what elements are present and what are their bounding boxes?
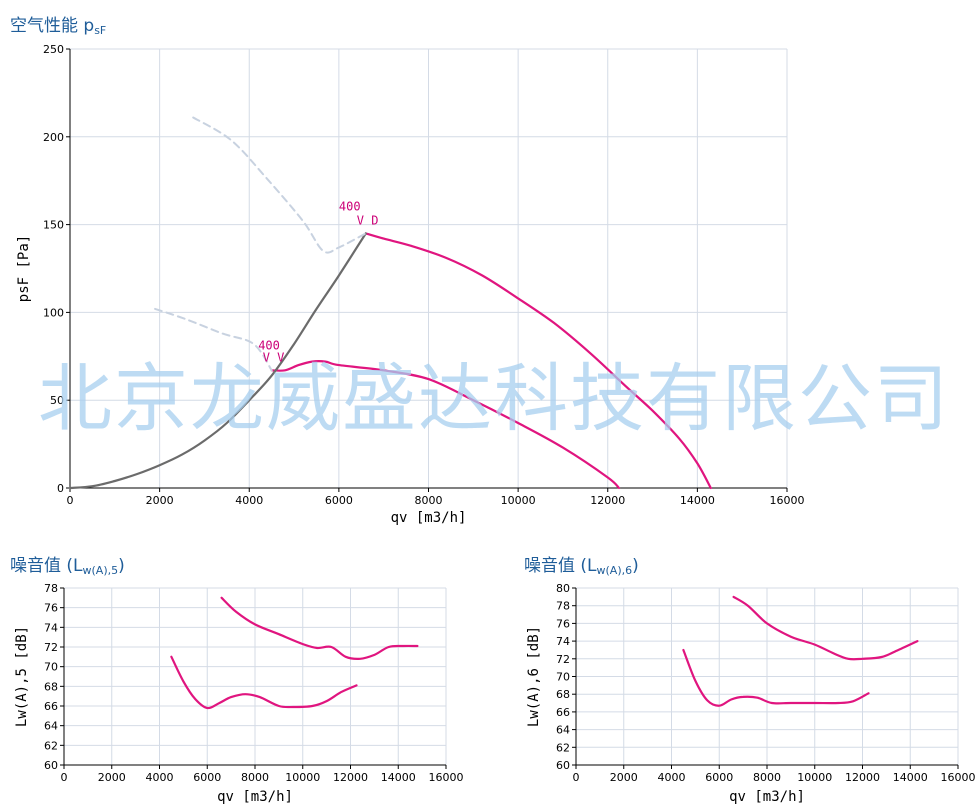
y-tick-label: 80 (556, 582, 570, 595)
pressure-chart: 0 2000 4000 6000 8000 10000 12000 14000 16000 0 50… (16, 43, 805, 526)
watermark-text: 北京龙威盛达科技有限公司 (38, 356, 950, 442)
y-tick-label: 150 (43, 219, 64, 232)
y-tick-label: 66 (556, 706, 570, 719)
y-tick-label: 50 (50, 394, 64, 407)
curve-line (682, 648, 870, 707)
x-tick-label: 14000 (381, 771, 416, 784)
x-tick-label: 4000 (235, 494, 263, 507)
x-axis-label: qv [m3/h] (729, 789, 805, 805)
x-tick-label: 12000 (845, 771, 880, 784)
noise5-chart-title: 噪音值 (Lw(A),5) (10, 556, 125, 577)
y-axis-label: psF [Pa] (16, 235, 32, 302)
y-tick-label: 76 (44, 602, 58, 615)
y-tick-label: 250 (43, 43, 64, 56)
y-tick-label: 62 (44, 739, 58, 752)
x-tick-label: 8000 (241, 771, 269, 784)
y-tick-label: 64 (44, 720, 58, 733)
curve-annotation: V V (263, 351, 285, 365)
x-tick-label: 4000 (146, 771, 174, 784)
x-tick-label: 10000 (797, 771, 832, 784)
curve-line (220, 596, 419, 660)
x-axis-label: qv [m3/h] (391, 510, 467, 526)
x-tick-label: 4000 (658, 771, 686, 784)
noise6-chart-title: 噪音值 (Lw(A),6) (524, 556, 639, 577)
x-tick-label: 16000 (429, 771, 464, 784)
curve-line (170, 655, 358, 710)
x-tick-label: 0 (61, 771, 68, 784)
x-tick-label: 2000 (98, 771, 126, 784)
y-tick-label: 62 (556, 741, 570, 754)
x-tick-label: 16000 (770, 494, 805, 507)
curve-annotation: 400 (258, 338, 280, 352)
noise5-chart: 0 2000 4000 6000 8000 10000 12000 14000 16000 60 6… (14, 582, 464, 805)
x-tick-label: 6000 (325, 494, 353, 507)
x-axis-label: qv [m3/h] (217, 789, 293, 805)
y-tick-label: 74 (44, 621, 58, 634)
y-tick-label: 200 (43, 131, 64, 144)
y-tick-label: 60 (556, 759, 570, 772)
x-tick-label: 2000 (146, 494, 174, 507)
y-tick-label: 100 (43, 306, 64, 319)
y-tick-label: 64 (556, 724, 570, 737)
x-tick-label: 12000 (590, 494, 625, 507)
system-curve-line (68, 232, 367, 490)
y-tick-label: 70 (44, 661, 58, 674)
y-tick-label: 78 (44, 582, 58, 595)
y-tick-label: 66 (44, 700, 58, 713)
y-axis-label: Lw(A),6 [dB] (526, 626, 542, 727)
y-tick-label: 60 (44, 759, 58, 772)
y-tick-label: 72 (556, 653, 570, 666)
y-tick-label: 68 (44, 680, 58, 693)
x-tick-label: 10000 (501, 494, 536, 507)
y-tick-label: 72 (44, 641, 58, 654)
x-tick-label: 2000 (610, 771, 638, 784)
curve-line (270, 360, 621, 490)
curve-annotation: 400 (339, 200, 361, 214)
curve-line (364, 232, 712, 490)
x-tick-label: 14000 (680, 494, 715, 507)
x-tick-label: 14000 (893, 771, 928, 784)
x-tick-label: 0 (573, 771, 580, 784)
y-tick-label: 76 (556, 617, 570, 630)
y-tick-label: 78 (556, 600, 570, 613)
x-tick-label: 8000 (415, 494, 443, 507)
x-tick-label: 12000 (333, 771, 368, 784)
x-tick-label: 8000 (753, 771, 781, 784)
dashed-curve-line (154, 307, 273, 372)
x-tick-label: 6000 (193, 771, 221, 784)
x-tick-label: 0 (67, 494, 74, 507)
y-tick-label: 74 (556, 635, 570, 648)
y-tick-label: 70 (556, 671, 570, 684)
curve-annotation: V D (357, 214, 379, 228)
x-tick-label: 6000 (705, 771, 733, 784)
dashed-curve-line (192, 116, 367, 254)
curve-line (732, 595, 919, 661)
y-tick-label: 68 (556, 688, 570, 701)
x-tick-label: 10000 (285, 771, 320, 784)
y-tick-label: 0 (57, 482, 64, 495)
noise6-chart: 0 2000 4000 6000 8000 10000 12000 14000 16000 60 6… (526, 582, 976, 805)
y-axis-label: Lw(A),5 [dB] (14, 626, 30, 727)
main-chart-title: 空气性能 psF (10, 16, 107, 37)
x-tick-label: 16000 (941, 771, 976, 784)
